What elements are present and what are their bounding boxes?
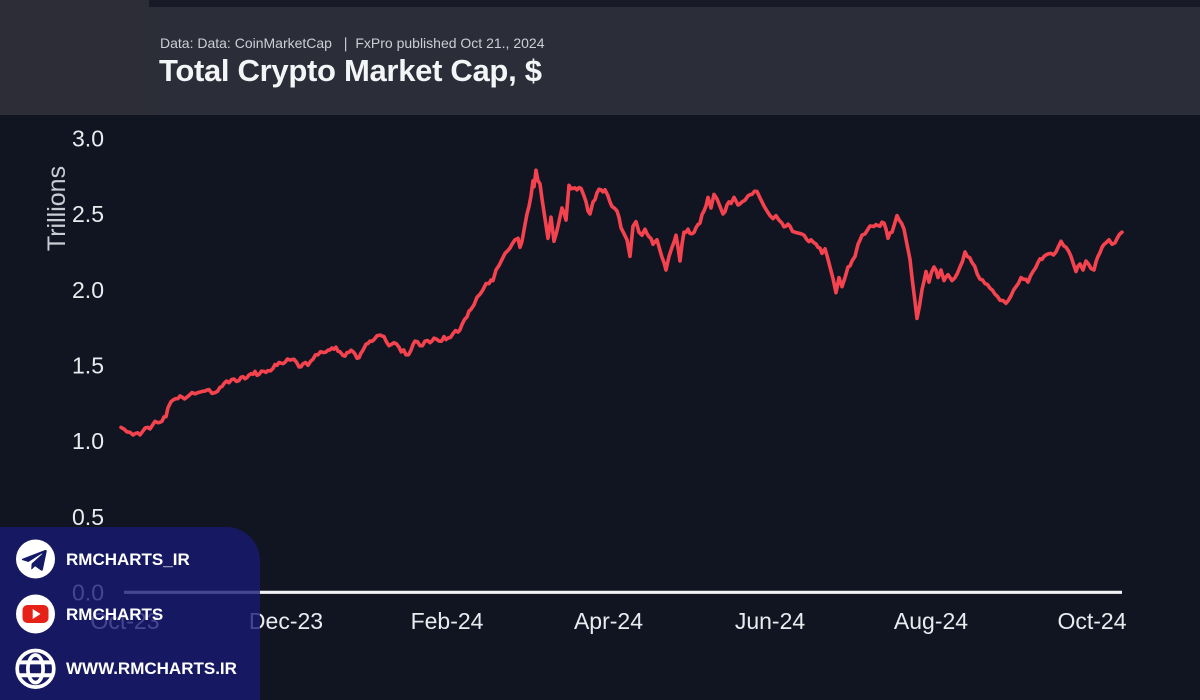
svg-text:2.0: 2.0 — [72, 277, 104, 303]
svg-text:2.5: 2.5 — [72, 201, 104, 227]
svg-text:Aug-24: Aug-24 — [894, 608, 968, 634]
svg-text:Apr-24: Apr-24 — [574, 608, 643, 634]
svg-text:Jun-24: Jun-24 — [735, 608, 806, 634]
svg-text:3.0: 3.0 — [72, 126, 104, 152]
svg-text:1.5: 1.5 — [72, 353, 104, 379]
svg-text:Trillions: Trillions — [43, 166, 71, 251]
svg-text:1.0: 1.0 — [72, 428, 104, 454]
svg-text:Dec-23: Dec-23 — [249, 608, 323, 634]
svg-text:0.5: 0.5 — [72, 504, 104, 530]
svg-text:Feb-24: Feb-24 — [411, 608, 484, 634]
svg-text:Oct-24: Oct-24 — [1057, 608, 1126, 634]
